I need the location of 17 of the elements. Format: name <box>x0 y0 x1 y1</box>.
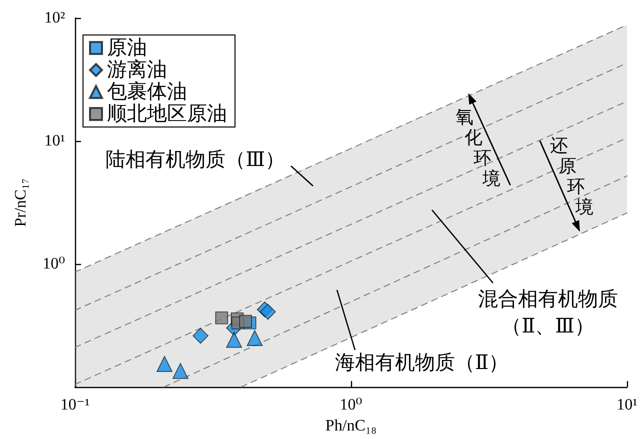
x-tick-label: 10⁻¹ <box>60 396 90 414</box>
annotation: 海相有机物质（Ⅱ） <box>335 352 509 374</box>
annotation: 陆相有机物质（Ⅲ） <box>106 149 285 171</box>
y-axis-title: Pr/nC₁₇ <box>12 178 30 227</box>
annotation: 还原环境 <box>550 136 594 218</box>
annotation: 混合相有机物质（Ⅱ、Ⅲ） <box>478 288 618 338</box>
x-tick-label: 10⁰ <box>340 396 362 414</box>
x-axis-title: Ph/nC₁₈ <box>325 418 377 434</box>
y-tick-label: 10⁰ <box>42 256 65 272</box>
y-tick-label: 10² <box>44 10 66 26</box>
legend-label: 游离油 <box>107 59 167 81</box>
legend-label: 顺北地区原油 <box>107 103 227 125</box>
y-tick-label: 10¹ <box>44 132 66 150</box>
annotation: 氧化环境 <box>455 107 500 189</box>
x-tick-label: 10¹ <box>616 396 638 414</box>
legend-label: 包裹体油 <box>107 81 187 103</box>
legend-label: 原油 <box>107 37 147 59</box>
